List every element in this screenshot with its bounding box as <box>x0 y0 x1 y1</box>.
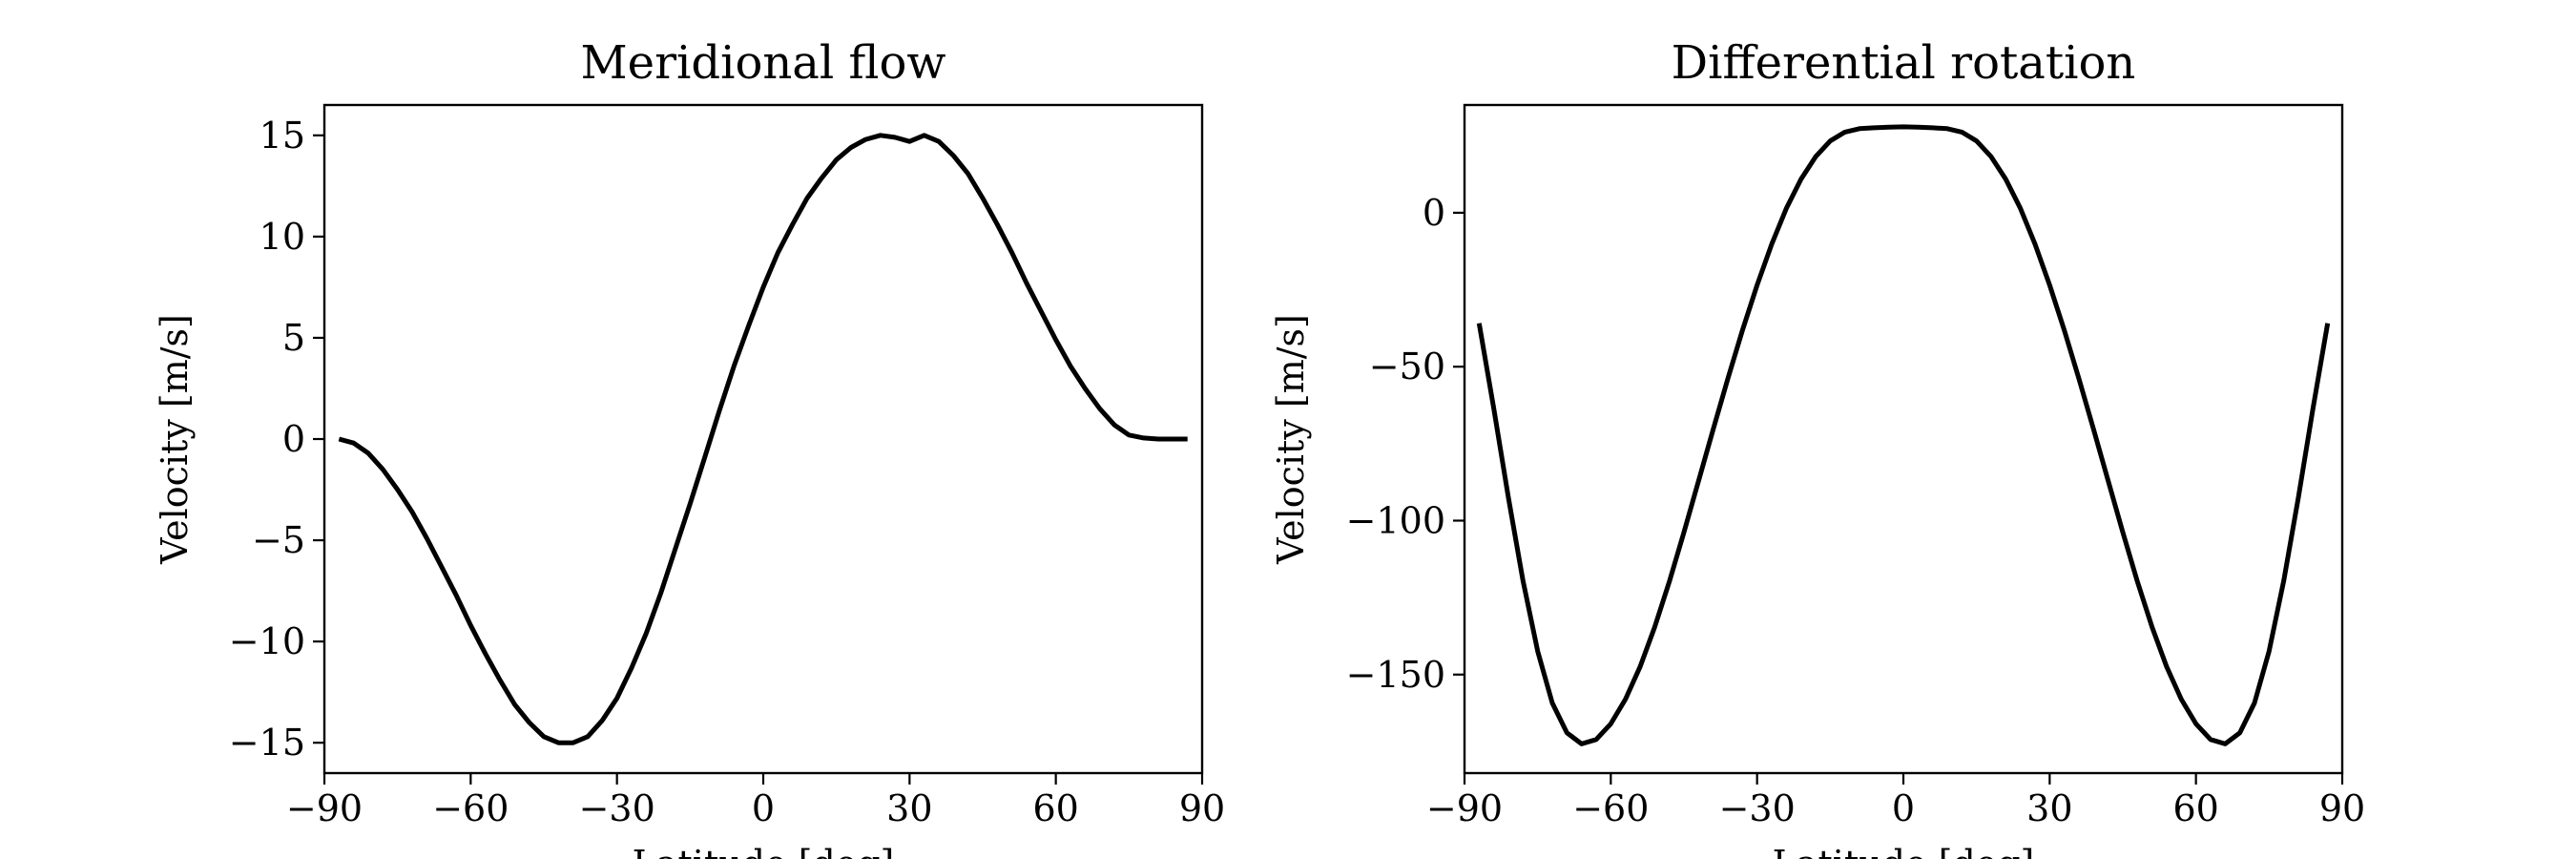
differential-rotation-xlabel: Latitude [deg] <box>1773 843 2035 859</box>
differential-rotation-xtick-label: 30 <box>2026 787 2072 829</box>
differential-rotation-xtick-label: −60 <box>1572 787 1649 829</box>
differential-rotation-panel: Differential rotation −90 −60 −30 0 30 60 90 −1… <box>1270 36 2365 859</box>
meridional-flow-xlabel: Latitude [deg] <box>633 843 895 859</box>
meridional-flow-panel: Meridional flow −90 −60 −30 0 30 60 90 −15 −10 −5… <box>154 36 1225 859</box>
meridional-flow-ytick-label: −5 <box>252 519 305 561</box>
differential-rotation-line <box>1476 124 2331 746</box>
meridional-flow-ylabel: Velocity [m/s] <box>154 314 196 565</box>
meridional-flow-xtick-label: 30 <box>886 787 932 829</box>
differential-rotation-title: Differential rotation <box>1672 36 2136 90</box>
meridional-flow-ytick-label: 15 <box>260 115 305 157</box>
differential-rotation-xtick-label: 60 <box>2172 787 2218 829</box>
meridional-flow-axes-frame <box>322 103 1204 775</box>
differential-rotation-xtick-label: 0 <box>1892 787 1915 829</box>
differential-rotation-ytick-label: −150 <box>1346 654 1445 696</box>
meridional-flow-ytick-label: 0 <box>282 418 305 460</box>
differential-rotation-axes-frame <box>1463 103 2344 775</box>
meridional-flow-xtick-label: 90 <box>1179 787 1225 829</box>
differential-rotation-xtick-label: −90 <box>1426 787 1503 829</box>
meridional-flow-xtick-label: 60 <box>1032 787 1078 829</box>
differential-rotation-ylabel: Velocity [m/s] <box>1270 314 1312 565</box>
meridional-flow-xtick-label: −30 <box>579 787 655 829</box>
meridional-flow-ytick-label: −10 <box>229 620 305 662</box>
differential-rotation-xtick-label: −30 <box>1719 787 1796 829</box>
meridional-flow-xtick-label: 0 <box>752 787 775 829</box>
differential-rotation-xtick-label: 90 <box>2319 787 2365 829</box>
meridional-flow-ytick-label: 10 <box>260 216 305 258</box>
meridional-flow-ytick-label: 5 <box>282 317 305 359</box>
meridional-flow-ytick-label: −15 <box>229 722 305 764</box>
meridional-flow-xtick-label: −60 <box>432 787 509 829</box>
differential-rotation-ytick-label: −100 <box>1346 499 1445 541</box>
differential-rotation-ytick-label: −50 <box>1369 346 1445 388</box>
meridional-flow-title: Meridional flow <box>581 36 946 90</box>
meridional-flow-line <box>338 133 1188 745</box>
meridional-flow-xtick-label: −90 <box>286 787 363 829</box>
differential-rotation-ytick-label: 0 <box>1423 192 1445 234</box>
